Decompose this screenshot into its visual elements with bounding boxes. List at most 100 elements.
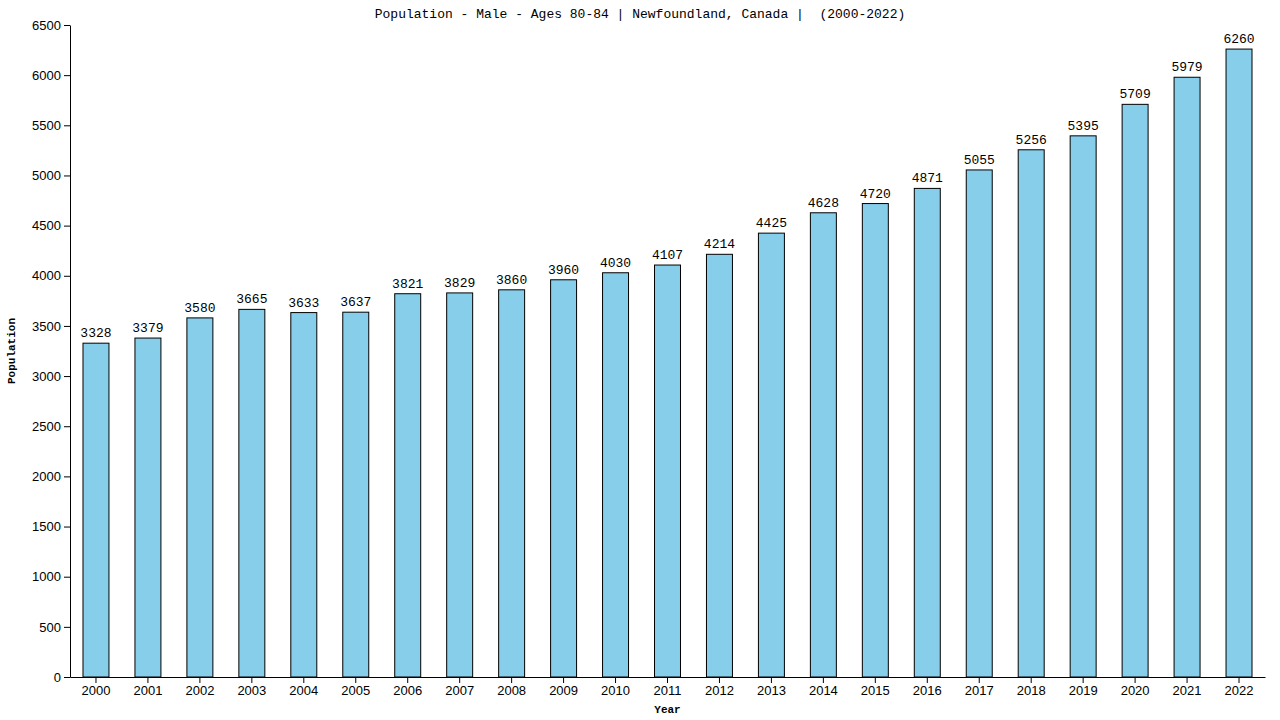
y-tick-mark xyxy=(64,226,70,227)
x-tick-mark xyxy=(1135,677,1136,683)
x-tick: 2018 xyxy=(1017,677,1046,698)
x-tick-mark xyxy=(667,677,668,683)
bar xyxy=(758,233,784,677)
data-label: 3860 xyxy=(496,273,527,288)
data-label: 5709 xyxy=(1119,87,1150,102)
x-tick-mark xyxy=(251,677,252,683)
x-tick-label: 2000 xyxy=(82,683,111,698)
y-tick-mark xyxy=(64,376,70,377)
x-tick-mark xyxy=(823,677,824,683)
bar xyxy=(135,338,161,677)
y-tick: 6000 xyxy=(32,68,70,83)
y-axis-title: Population xyxy=(6,318,18,384)
data-labels: 3328337935803665363336373821382938603960… xyxy=(80,32,1254,341)
x-tick-mark xyxy=(407,677,408,683)
bar xyxy=(655,265,681,677)
y-tick: 1000 xyxy=(32,569,70,584)
x-tick-mark xyxy=(615,677,616,683)
x-tick-label: 2009 xyxy=(549,683,578,698)
y-tick-label: 3000 xyxy=(32,369,61,384)
x-tick-mark xyxy=(771,677,772,683)
y-tick-label: 4500 xyxy=(32,218,61,233)
x-tick-label: 2013 xyxy=(757,683,786,698)
title: Population - Male - Ages 80-84 | Newfoun… xyxy=(375,7,906,22)
y-tick-label: 3500 xyxy=(32,319,61,334)
y-tick: 2500 xyxy=(32,419,70,434)
x-tick-mark xyxy=(303,677,304,683)
y-tick-mark xyxy=(64,125,70,126)
bar xyxy=(1174,77,1200,677)
plot-area: 3328337935803665363336373821382938603960… xyxy=(32,18,1265,699)
y-tick: 5500 xyxy=(32,118,70,133)
x-tick-label: 2001 xyxy=(133,683,162,698)
x-tick-label: 2014 xyxy=(809,683,838,698)
x-tick: 2013 xyxy=(757,677,786,698)
bar xyxy=(395,294,421,677)
data-label: 5395 xyxy=(1068,119,1099,134)
data-label: 4871 xyxy=(912,171,943,186)
x-tick: 2003 xyxy=(237,677,266,698)
y-tick: 1500 xyxy=(32,519,70,534)
y-tick: 6500 xyxy=(32,18,70,33)
x-tick-mark xyxy=(1239,677,1240,683)
bar xyxy=(1070,136,1096,677)
y-tick: 500 xyxy=(39,620,70,635)
y-tick-label: 2000 xyxy=(32,469,61,484)
data-label: 3829 xyxy=(444,276,475,291)
y-tick-mark xyxy=(64,75,70,76)
bar xyxy=(966,170,992,677)
data-label: 3328 xyxy=(80,326,111,341)
x-tick: 2015 xyxy=(861,677,890,698)
x-tick-label: 2010 xyxy=(601,683,630,698)
y-tick-label: 1500 xyxy=(32,519,61,534)
bar xyxy=(291,313,317,677)
x-tick-mark xyxy=(563,677,564,683)
x-tick: 2002 xyxy=(185,677,214,698)
x-tick: 2009 xyxy=(549,677,578,698)
y-tick-label: 500 xyxy=(39,620,61,635)
data-label: 3379 xyxy=(132,321,163,336)
y-axis-line xyxy=(70,26,71,678)
x-tick-mark xyxy=(1031,677,1032,683)
y-tick-mark xyxy=(64,476,70,477)
x-tick: 2000 xyxy=(82,677,111,698)
bar xyxy=(1018,150,1044,677)
x-axis: 2000200120022003200420052006200720082009… xyxy=(71,677,1266,698)
y-tick-mark xyxy=(64,326,70,327)
x-tick-label: 2015 xyxy=(861,683,890,698)
y-tick-label: 4000 xyxy=(32,268,61,283)
y-tick: 3000 xyxy=(32,369,70,384)
y-tick: 4500 xyxy=(32,218,70,233)
y-tick-label: 6000 xyxy=(32,68,61,83)
x-tick-label: 2002 xyxy=(185,683,214,698)
chart: 3328337935803665363336373821382938603960… xyxy=(0,0,1280,720)
x-tick-mark xyxy=(719,677,720,683)
x-tick: 2010 xyxy=(601,677,630,698)
data-label: 4030 xyxy=(600,256,631,271)
data-label: 4214 xyxy=(704,237,735,252)
x-tick-mark xyxy=(511,677,512,683)
x-tick: 2021 xyxy=(1173,677,1202,698)
x-tick-label: 2004 xyxy=(289,683,318,698)
x-tick: 2017 xyxy=(965,677,994,698)
y-tick-label: 5500 xyxy=(32,118,61,133)
x-tick: 2012 xyxy=(705,677,734,698)
x-tick: 2020 xyxy=(1121,677,1150,698)
x-tick: 2019 xyxy=(1069,677,1098,698)
x-tick-label: 2019 xyxy=(1069,683,1098,698)
x-tick: 2011 xyxy=(654,677,682,698)
x-tick-mark xyxy=(95,677,96,683)
data-label: 4628 xyxy=(808,196,839,211)
y-tick-mark xyxy=(64,677,70,678)
y-tick: 5000 xyxy=(32,168,70,183)
data-label: 3960 xyxy=(548,263,579,278)
bar xyxy=(83,343,109,677)
bar xyxy=(810,213,836,677)
x-tick-label: 2011 xyxy=(654,683,682,698)
x-tick-label: 2005 xyxy=(341,683,370,698)
x-tick-mark xyxy=(875,677,876,683)
bar xyxy=(1122,104,1148,677)
y-tick-label: 5000 xyxy=(32,168,61,183)
x-tick-label: 2003 xyxy=(237,683,266,698)
data-label: 5979 xyxy=(1171,60,1202,75)
